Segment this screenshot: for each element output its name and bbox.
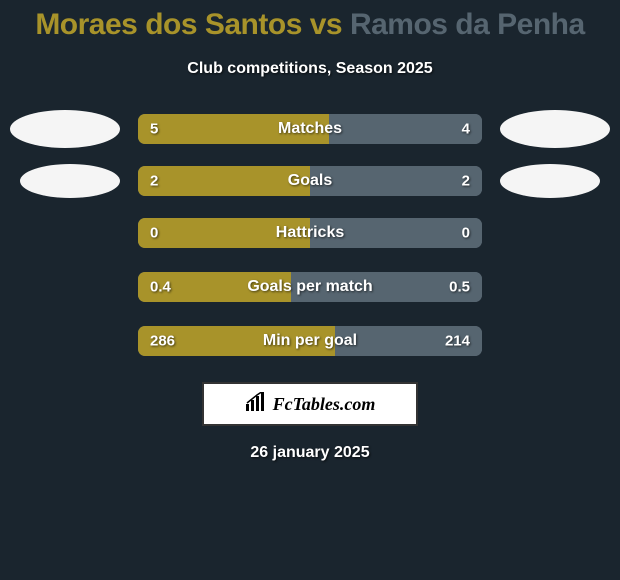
stat-value-right: 214	[445, 333, 470, 350]
page-title: Moraes dos Santos vs Ramos da Penha	[35, 8, 584, 42]
stat-label: Goals	[288, 172, 332, 190]
stat-value-left: 5	[150, 121, 158, 138]
avatar-spacer	[10, 214, 120, 252]
stat-value-left: 2	[150, 173, 158, 190]
stat-row: Goals 2 2	[0, 164, 620, 198]
avatar-spacer	[500, 214, 610, 252]
stat-label: Hattricks	[276, 224, 344, 242]
stat-row: Min per goal 286 214	[0, 322, 620, 360]
stat-value-right: 4	[462, 121, 470, 138]
player1-avatar	[10, 110, 120, 148]
chart-icon	[245, 392, 267, 417]
player1-avatar	[20, 164, 120, 198]
logo-text: FcTables.com	[273, 394, 376, 415]
stat-bar: Goals 2 2	[138, 166, 482, 196]
stat-row: Goals per match 0.4 0.5	[0, 268, 620, 306]
stat-value-left: 286	[150, 333, 175, 350]
stat-bar-right	[329, 114, 482, 144]
infographic-container: Moraes dos Santos vs Ramos da Penha Club…	[0, 0, 620, 462]
stat-row: Hattricks 0 0	[0, 214, 620, 252]
stat-value-left: 0.4	[150, 279, 171, 296]
subtitle: Club competitions, Season 2025	[187, 60, 432, 78]
avatar-spacer	[10, 268, 120, 306]
stat-bar-right	[310, 166, 482, 196]
stat-bar: Goals per match 0.4 0.5	[138, 272, 482, 302]
stat-value-right: 0.5	[449, 279, 470, 296]
stat-label: Matches	[278, 120, 342, 138]
stat-rows: Matches 5 4 Goals 2 2 Hattricks 0 0 Goals per mat…	[0, 110, 620, 360]
title-vs: vs	[302, 8, 350, 41]
stat-value-right: 2	[462, 173, 470, 190]
avatar-spacer	[500, 268, 610, 306]
stat-label: Min per goal	[263, 332, 357, 350]
stat-bar: Hattricks 0 0	[138, 218, 482, 248]
logo-box: FcTables.com	[202, 382, 418, 426]
stat-bar: Matches 5 4	[138, 114, 482, 144]
stat-bar-left	[138, 166, 310, 196]
player1-name: Moraes dos Santos	[35, 8, 302, 41]
avatar-spacer	[10, 322, 120, 360]
stat-label: Goals per match	[247, 278, 372, 296]
stat-bar: Min per goal 286 214	[138, 326, 482, 356]
stat-value-right: 0	[462, 225, 470, 242]
date-text: 26 january 2025	[250, 444, 369, 462]
player2-name: Ramos da Penha	[350, 8, 585, 41]
stat-value-left: 0	[150, 225, 158, 242]
avatar-spacer	[500, 322, 610, 360]
player2-avatar	[500, 110, 610, 148]
stat-row: Matches 5 4	[0, 110, 620, 148]
player2-avatar	[500, 164, 600, 198]
